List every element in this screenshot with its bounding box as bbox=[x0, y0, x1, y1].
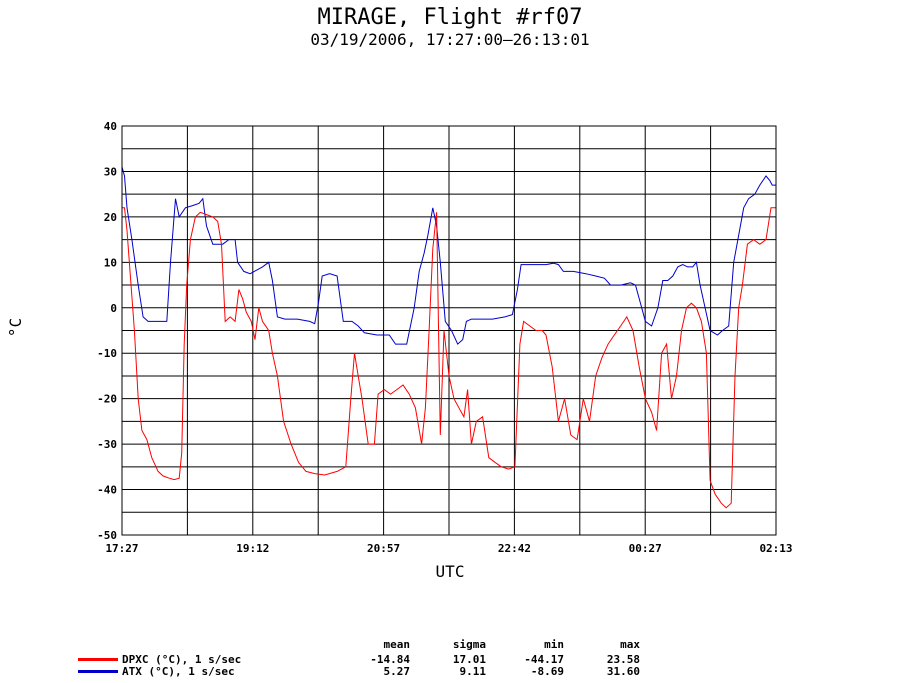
x-tick-label: 00:27 bbox=[629, 542, 662, 555]
y-tick-label: 10 bbox=[104, 256, 117, 269]
y-tick-label: -20 bbox=[97, 393, 117, 406]
y-axis: -50 -40 -30 -20 -10 0 10 20 30 40 bbox=[97, 120, 117, 542]
plot-frame bbox=[121, 125, 777, 536]
legend-swatch-dpxc bbox=[78, 658, 118, 661]
y-axis-label: °C bbox=[6, 317, 26, 338]
stats-header-sigma: sigma bbox=[452, 638, 486, 651]
y-tick-label: 40 bbox=[104, 120, 117, 133]
x-tick-label: 22:42 bbox=[498, 542, 531, 555]
x-tick-label: 19:12 bbox=[236, 542, 269, 555]
stat-dpxc-min: -44.17 bbox=[524, 653, 564, 666]
legend-label-atx: ATX (°C), 1 s/sec bbox=[122, 665, 235, 678]
series-line-atx bbox=[121, 166, 776, 345]
y-tick-label: -10 bbox=[97, 347, 117, 360]
series-group bbox=[121, 166, 776, 509]
stat-atx-max: 31.60 bbox=[606, 665, 640, 678]
y-tick-label: 0 bbox=[110, 302, 117, 315]
x-axis-label: UTC bbox=[435, 562, 465, 581]
stat-dpxc-mean: -14.84 bbox=[370, 653, 410, 666]
series-line-dpxc bbox=[122, 207, 776, 509]
x-axis: 17:27 19:12 20:57 22:42 00:27 02:13 bbox=[105, 542, 792, 555]
y-tick-label: 30 bbox=[104, 165, 117, 178]
stats-header-min: min bbox=[544, 638, 564, 651]
stats-header-mean: mean bbox=[383, 638, 411, 651]
y-tick-label: -40 bbox=[97, 484, 117, 497]
chart-subtitle: 03/19/2006, 17:27:00–26:13:01 bbox=[310, 30, 590, 49]
legend-swatch-atx bbox=[78, 670, 118, 673]
x-tick-label: 17:27 bbox=[105, 542, 138, 555]
chart-title: MIRAGE, Flight #rf07 bbox=[317, 5, 583, 30]
y-tick-label: 20 bbox=[104, 211, 117, 224]
chart-grid bbox=[121, 125, 777, 536]
legend-label-dpxc: DPXC (°C), 1 s/sec bbox=[122, 653, 242, 666]
stat-atx-min: -8.69 bbox=[530, 665, 564, 678]
stat-dpxc-max: 23.58 bbox=[606, 653, 640, 666]
stat-dpxc-sigma: 17.01 bbox=[452, 653, 486, 666]
stats-header-max: max bbox=[620, 638, 640, 651]
stat-atx-mean: 5.27 bbox=[383, 665, 411, 678]
x-tick-label: 02:13 bbox=[759, 542, 792, 555]
stat-atx-sigma: 9.11 bbox=[459, 665, 487, 678]
y-tick-label: -30 bbox=[97, 438, 117, 451]
y-tick-label: -50 bbox=[97, 529, 117, 542]
x-tick-label: 20:57 bbox=[367, 542, 400, 555]
